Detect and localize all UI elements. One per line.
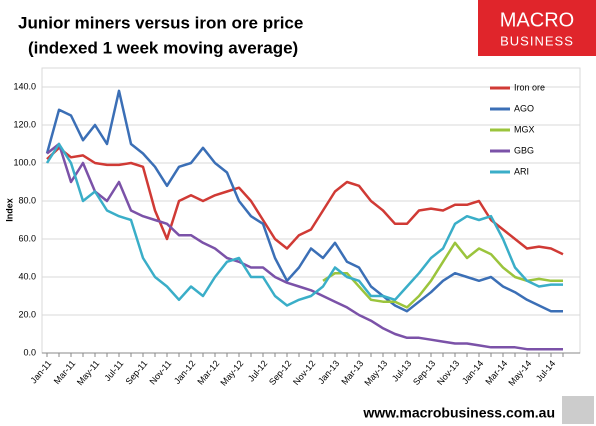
legend-label: Iron ore	[514, 82, 545, 92]
x-tick-label: Jan-11	[28, 358, 53, 385]
x-tick-label: Jul-13	[390, 358, 413, 383]
chart-title: Junior miners versus iron ore price	[18, 13, 303, 32]
series-line	[45, 89, 563, 313]
series-line	[46, 146, 564, 256]
legend-label: MGX	[514, 124, 535, 134]
y-tick-label: 120.0	[13, 119, 36, 129]
logo-icon	[562, 396, 594, 424]
x-tick-label: Nov-12	[291, 358, 317, 387]
x-tick-label: May-13	[362, 358, 389, 387]
logo-box	[478, 0, 596, 56]
logo-text: MACRO	[500, 9, 574, 31]
y-axis-label: Index	[4, 198, 14, 222]
x-tick-label: Jan-14	[460, 358, 485, 386]
x-tick-label: Mar-11	[52, 358, 78, 386]
y-tick-label: 100.0	[13, 157, 36, 167]
y-tick-label: 80.0	[18, 195, 36, 205]
x-tick-label: Mar-13	[339, 358, 365, 386]
footer: www.macrobusiness.com.au	[362, 405, 555, 421]
y-tick-label: 40.0	[18, 271, 36, 281]
x-tick-label: Nov-11	[147, 358, 173, 386]
x-tick-label: Mar-14	[483, 358, 509, 386]
x-tick-label: Sep-11	[123, 358, 149, 386]
x-tick-label: Mar-12	[195, 358, 221, 386]
x-tick-label: Sep-13	[411, 358, 437, 387]
x-tick-label: Jan-12	[172, 358, 197, 386]
x-tick-label: May-12	[218, 358, 245, 387]
series-line	[45, 142, 563, 307]
x-tick-label: May-14	[506, 358, 533, 387]
series-line	[46, 142, 563, 351]
x-tick-label: Nov-13	[435, 358, 461, 387]
x-tick-label: Jul-14	[534, 358, 557, 383]
y-tick-label: 140.0	[13, 81, 36, 91]
x-tick-label: Jan-13	[316, 358, 341, 386]
logo-text: BUSINESS	[500, 33, 574, 48]
y-tick-label: 0.0	[23, 347, 36, 357]
x-tick-label: Sep-12	[267, 358, 293, 387]
x-tick-label: Jul-11	[102, 358, 125, 383]
x-tick-label: Jul-12	[246, 358, 269, 383]
chart-subtitle: (indexed 1 week moving average)	[28, 38, 298, 57]
y-tick-label: 20.0	[18, 309, 36, 319]
legend-label: ARI	[514, 166, 529, 176]
series-line	[322, 241, 563, 309]
legend-label: GBG	[514, 145, 534, 155]
x-tick-label: May-11	[75, 358, 102, 387]
legend-label: AGO	[514, 103, 534, 113]
y-tick-label: 60.0	[18, 233, 36, 243]
